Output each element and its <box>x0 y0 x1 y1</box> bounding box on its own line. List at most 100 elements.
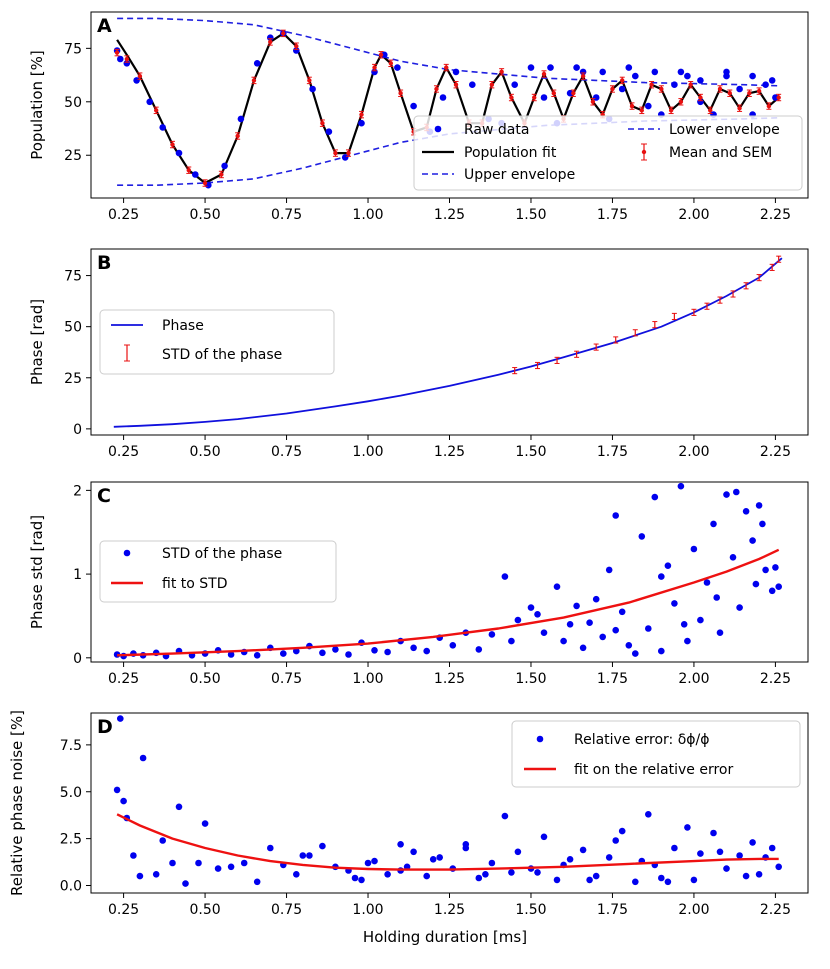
data-point <box>462 841 470 848</box>
series-B-std-of-the-phase <box>512 255 782 375</box>
data-point <box>540 629 548 636</box>
data-point <box>482 871 489 878</box>
x-tick-label: 0.50 <box>189 671 220 687</box>
data-point <box>684 72 691 80</box>
data-point <box>397 841 404 848</box>
data-point <box>625 64 633 71</box>
error-bar <box>671 312 677 321</box>
x-tick-label: 0.50 <box>189 444 220 460</box>
data-point <box>723 491 730 498</box>
legend-label: Phase <box>162 318 204 334</box>
data-point <box>159 124 166 131</box>
error-bar <box>727 89 733 97</box>
data-point <box>319 649 326 657</box>
data-point <box>625 642 633 649</box>
error-bar <box>319 119 325 127</box>
data-point <box>267 34 274 41</box>
data-point <box>195 859 202 867</box>
x-tick-label: 2.25 <box>760 207 791 223</box>
data-point <box>573 602 580 610</box>
series-C-fit-to-std <box>117 548 780 657</box>
data-point <box>175 803 183 811</box>
data-point <box>280 650 287 657</box>
data-point <box>729 554 737 561</box>
data-point <box>514 848 522 856</box>
data-point <box>410 102 417 110</box>
data-point <box>573 64 580 71</box>
error-bar <box>453 80 459 89</box>
y-tick-label: 0 <box>73 651 82 667</box>
error-bar <box>629 102 635 110</box>
x-tick-label: 1.25 <box>434 207 465 223</box>
data-point <box>452 68 460 76</box>
error-bar <box>332 149 338 157</box>
legend-label: Upper envelope <box>464 167 575 183</box>
data-point <box>772 564 779 571</box>
error-bar <box>619 76 625 85</box>
error-bar <box>280 29 286 38</box>
data-point <box>690 876 698 884</box>
data-point <box>742 508 750 515</box>
data-point <box>439 94 447 101</box>
data-point <box>534 611 541 618</box>
legend-box <box>99 540 337 603</box>
series-A-upper-envelope <box>117 17 779 87</box>
data-point <box>136 872 144 880</box>
error-bar <box>345 149 351 157</box>
error-bar <box>114 48 120 57</box>
data-point <box>775 583 782 590</box>
data-point <box>605 566 613 574</box>
data-point <box>117 715 124 722</box>
data-point <box>527 604 535 611</box>
data-point <box>192 171 199 178</box>
error-bar <box>137 72 143 80</box>
error-bar <box>124 55 130 63</box>
error-bar <box>574 350 580 358</box>
x-tick-label: 0.75 <box>271 671 302 687</box>
data-point <box>632 650 639 657</box>
data-point <box>469 81 476 88</box>
legend-label: Relative error: δϕ/ϕ <box>574 732 709 748</box>
x-tick-label: 2.00 <box>678 671 709 687</box>
error-bar <box>688 80 694 89</box>
error-bar <box>202 179 208 187</box>
data-point <box>267 844 274 852</box>
data-point <box>579 846 587 854</box>
x-tick-label: 0.75 <box>271 444 302 460</box>
data-point <box>341 154 349 161</box>
x-tick-label: 1.25 <box>434 444 465 460</box>
x-tick-label: 1.50 <box>515 207 546 223</box>
error-bar <box>766 102 772 110</box>
y-tick-label: 7.5 <box>60 738 82 754</box>
panel-D: 0.25 0.50 0.75 1.00 1.25 1.50 1.75 2.00 2.25 0.0 2… <box>8 710 809 918</box>
x-tick-label: 1.00 <box>352 671 383 687</box>
x-tick-label: 2.00 <box>678 207 709 223</box>
y-tick-label: 1 <box>73 567 82 583</box>
x-tick-label: 1.00 <box>352 444 383 460</box>
error-bar <box>717 296 723 304</box>
error-bar <box>639 106 645 115</box>
x-tick-label: 2.25 <box>760 671 791 687</box>
error-bar <box>499 68 505 76</box>
y-axis-title: Relative phase noise [%] <box>8 710 26 896</box>
data-point <box>146 98 153 106</box>
data-point <box>736 852 743 859</box>
y-axis-title: Phase [rad] <box>28 299 46 385</box>
data-point <box>586 876 593 884</box>
y-tick-label: 25 <box>64 371 82 387</box>
legend-label: fit to STD <box>162 576 227 592</box>
x-tick-label: 0.75 <box>271 207 302 223</box>
panel-label: C <box>97 485 111 507</box>
data-point <box>358 876 365 884</box>
x-tick-label: 0.50 <box>189 207 220 223</box>
data-point <box>658 573 665 580</box>
legend-label: Population fit <box>464 145 557 161</box>
data-point <box>645 102 652 110</box>
data-point <box>632 72 639 80</box>
data-point <box>733 488 740 496</box>
x-axis-title: Holding duration [ms] <box>362 928 528 946</box>
x-tick-label: 1.50 <box>515 902 546 918</box>
data-point <box>768 587 776 595</box>
data-point <box>299 852 307 859</box>
y-tick-label: 0.0 <box>60 879 82 895</box>
